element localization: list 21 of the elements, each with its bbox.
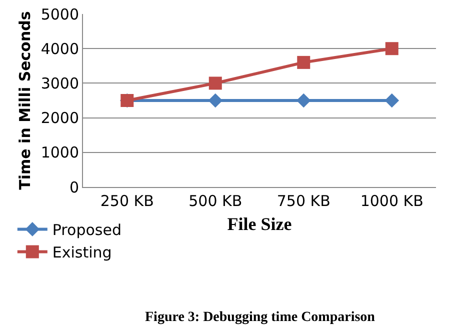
- point: [208, 76, 222, 90]
- y-tick-label: 5000: [40, 5, 79, 24]
- y-tick-label: 2000: [40, 109, 79, 128]
- point: [208, 93, 223, 108]
- point: [384, 93, 400, 108]
- point: [296, 93, 311, 108]
- y-tick-label: 4000: [40, 40, 79, 58]
- x-axis-title: File Size: [227, 214, 292, 234]
- x-tick-label: 500 KB: [188, 192, 242, 210]
- point: [385, 42, 398, 56]
- caption: Figure 3: Debugging time Comparison: [145, 310, 376, 325]
- x-tick-label: 250 KB: [100, 192, 154, 210]
- x-tick-label: 750 KB: [276, 192, 330, 210]
- y-tick-label: 1000: [40, 144, 79, 162]
- legend-label: Existing: [52, 244, 112, 262]
- y-axis-title: Time in Milli Seconds: [16, 11, 34, 190]
- y-tick-label: 3000: [40, 74, 79, 92]
- legend-label: Proposed: [52, 221, 122, 240]
- x-tick-label: 1000 KB: [360, 192, 424, 210]
- y-tick-label: 0: [69, 178, 79, 196]
- point: [297, 56, 310, 69]
